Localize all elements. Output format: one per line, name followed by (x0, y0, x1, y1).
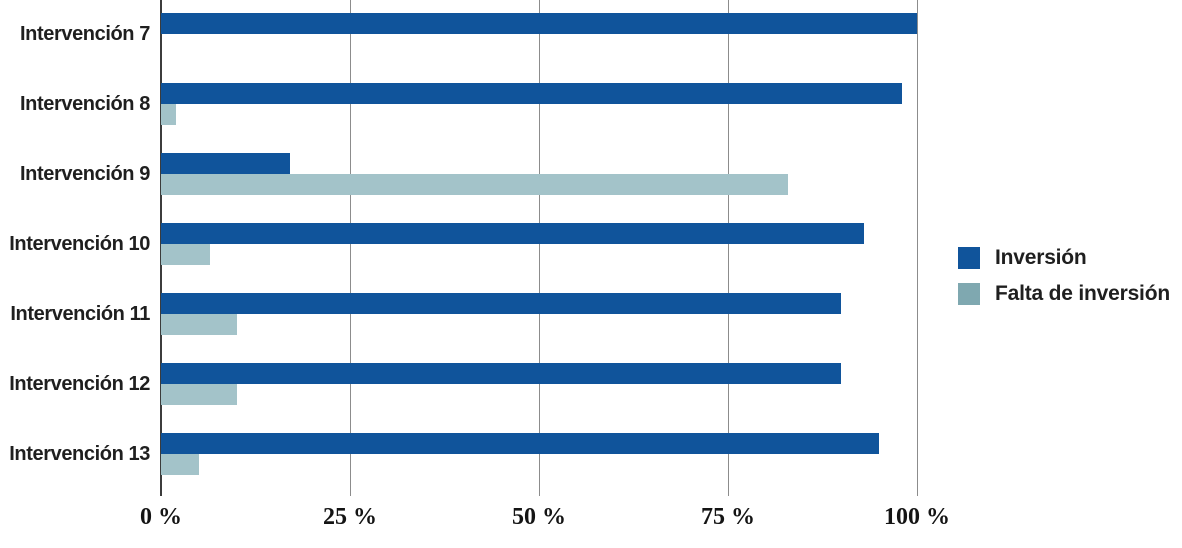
legend-entry: Inversión (958, 246, 1170, 269)
category-label: Intervención 8 (20, 93, 150, 115)
bar-falta-de-inversion-row2 (161, 104, 177, 125)
gridline-75 (728, 0, 729, 496)
x-tick-label: 25 % (323, 504, 377, 530)
category-label: Intervención 10 (9, 233, 150, 255)
bar-inversion-row2 (161, 83, 902, 104)
category-axis: Intervención 7 Intervención 8 Intervención… (0, 0, 150, 496)
bar-falta-de-inversion-row6 (161, 384, 237, 405)
bar-inversion-row5 (161, 293, 842, 314)
legend-label: Inversión (995, 246, 1087, 269)
legend-label: Falta de inversión (995, 282, 1170, 305)
gridline-50 (539, 0, 540, 496)
plot-area (160, 0, 918, 496)
legend-entry: Falta de inversión (958, 282, 1170, 305)
category-label: Intervención 7 (20, 23, 150, 45)
x-tick-label: 0 % (140, 504, 182, 530)
bar-falta-de-inversion-row7 (161, 454, 199, 475)
x-tick-label: 75 % (701, 504, 755, 530)
category-label: Intervención 9 (20, 163, 150, 185)
x-tick-label: 100 % (884, 504, 950, 530)
bar-inversion-row6 (161, 363, 842, 384)
x-axis: 0 % 25 % 50 % 75 % 100 % (0, 504, 1182, 540)
bar-falta-de-inversion-row3 (161, 174, 789, 195)
gridline-100 (917, 0, 918, 496)
bar-inversion-row3 (161, 153, 290, 174)
bar-inversion-row4 (161, 223, 865, 244)
bar-falta-de-inversion-row5 (161, 314, 237, 335)
legend: Inversión Falta de inversión (958, 246, 1170, 305)
category-label: Intervención 12 (9, 373, 150, 395)
legend-swatch-icon (958, 283, 980, 305)
bar-inversion-row7 (161, 433, 880, 454)
bar-inversion-row1 (161, 13, 917, 34)
gridline-25 (350, 0, 351, 496)
bar-falta-de-inversion-row4 (161, 244, 211, 265)
legend-swatch-icon (958, 247, 980, 269)
x-tick-label: 50 % (512, 504, 566, 530)
category-label: Intervención 11 (10, 303, 150, 325)
category-label: Intervención 13 (9, 443, 150, 465)
